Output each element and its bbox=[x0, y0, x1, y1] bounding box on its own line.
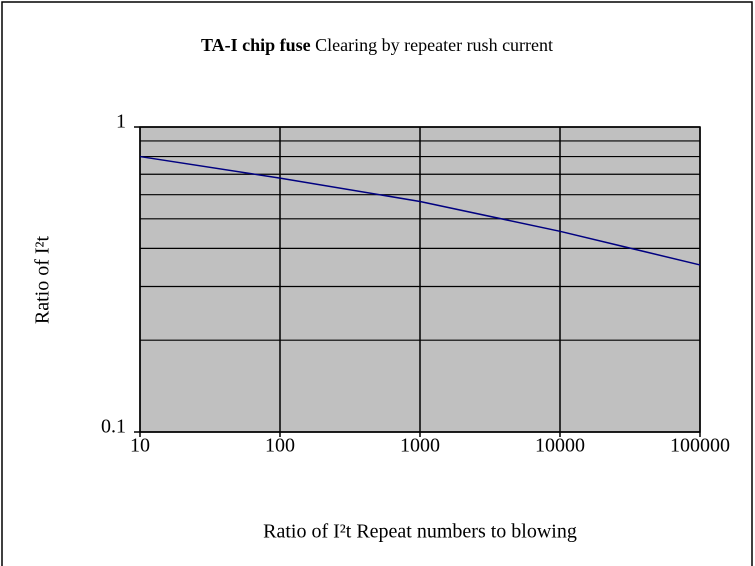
chart-title: TA-I chip fuse Clearing by repeater rush… bbox=[201, 35, 553, 55]
title-bold: TA-I chip fuse bbox=[201, 35, 311, 55]
y-tick-label: 0.1 bbox=[101, 416, 126, 438]
title-rest: Clearing by repeater rush current bbox=[315, 35, 553, 55]
x-tick-label: 100000 bbox=[670, 435, 730, 457]
x-tick-label: 1000 bbox=[400, 435, 440, 457]
y-axis-label: Ratio of I²t bbox=[32, 235, 54, 324]
y-tick-label: 1 bbox=[116, 111, 126, 133]
x-tick-label: 100 bbox=[265, 435, 295, 457]
x-tick-label: 10 bbox=[130, 435, 150, 457]
x-axis-label: Ratio of I²t Repeat numbers to blowing bbox=[263, 521, 577, 543]
line-series bbox=[139, 155, 701, 266]
x-tick-label: 10000 bbox=[535, 435, 585, 457]
